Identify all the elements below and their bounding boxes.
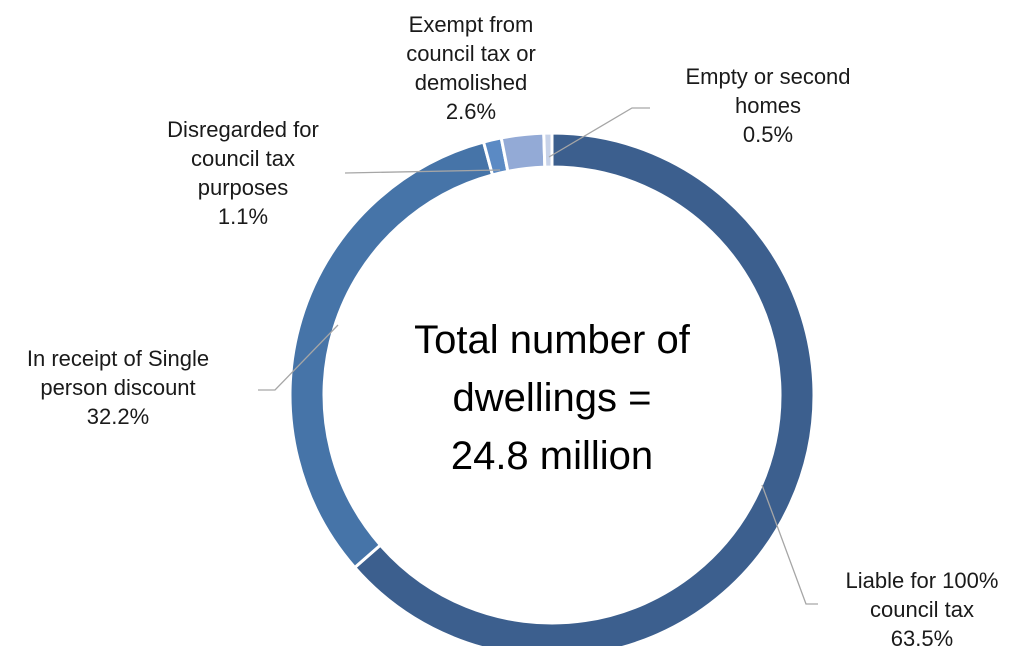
- center-total-label: Total number of dwellings = 24.8 million: [414, 318, 691, 478]
- donut-slice-3: [499, 131, 547, 174]
- slice-label-line: council tax: [870, 597, 974, 622]
- leader-line-2: [344, 169, 501, 174]
- slice-label-line: Liable for 100%: [846, 568, 999, 593]
- donut-slices: [288, 131, 816, 646]
- center-text-line: Total number of: [414, 318, 691, 362]
- leader-line-1: [258, 324, 339, 391]
- slice-labels: Liable for 100% council tax 63.5% In receip…: [27, 12, 999, 646]
- leader-lines: [258, 107, 818, 605]
- slice-label-1: In receipt of Single person discount 32.2%: [27, 346, 209, 429]
- slice-label-line: Disregarded for: [167, 117, 319, 142]
- slice-label-line: homes: [735, 93, 801, 118]
- slice-label-line: Empty or second: [685, 64, 850, 89]
- slice-value-label: 0.5%: [743, 122, 793, 147]
- slice-label-line: In receipt of Single: [27, 346, 209, 371]
- donut-slice-4: [542, 131, 554, 169]
- leader-line-0: [761, 484, 818, 605]
- slice-label-2: Disregarded for council tax purposes 1.1%: [167, 117, 319, 229]
- slice-value-label: 2.6%: [446, 99, 496, 124]
- leader-line-4: [548, 107, 650, 158]
- slice-label-0: Liable for 100% council tax 63.5%: [846, 568, 999, 646]
- slice-label-line: demolished: [415, 70, 528, 95]
- donut-slice-0: [352, 131, 816, 646]
- slice-label-line: council tax or: [406, 41, 536, 66]
- center-text-line: dwellings =: [452, 376, 651, 420]
- slice-value-label: 1.1%: [218, 204, 268, 229]
- slice-label-line: person discount: [40, 375, 195, 400]
- slice-label-line: council tax: [191, 146, 295, 171]
- slice-value-label: 63.5%: [891, 626, 953, 646]
- slice-label-4: Empty or second homes 0.5%: [685, 64, 850, 147]
- slice-label-line: Exempt from: [409, 12, 534, 37]
- slice-label-3: Exempt from council tax or demolished 2.6%: [406, 12, 536, 124]
- slice-label-line: purposes: [198, 175, 289, 200]
- center-text-line: 24.8 million: [451, 434, 653, 478]
- slice-value-label: 32.2%: [87, 404, 149, 429]
